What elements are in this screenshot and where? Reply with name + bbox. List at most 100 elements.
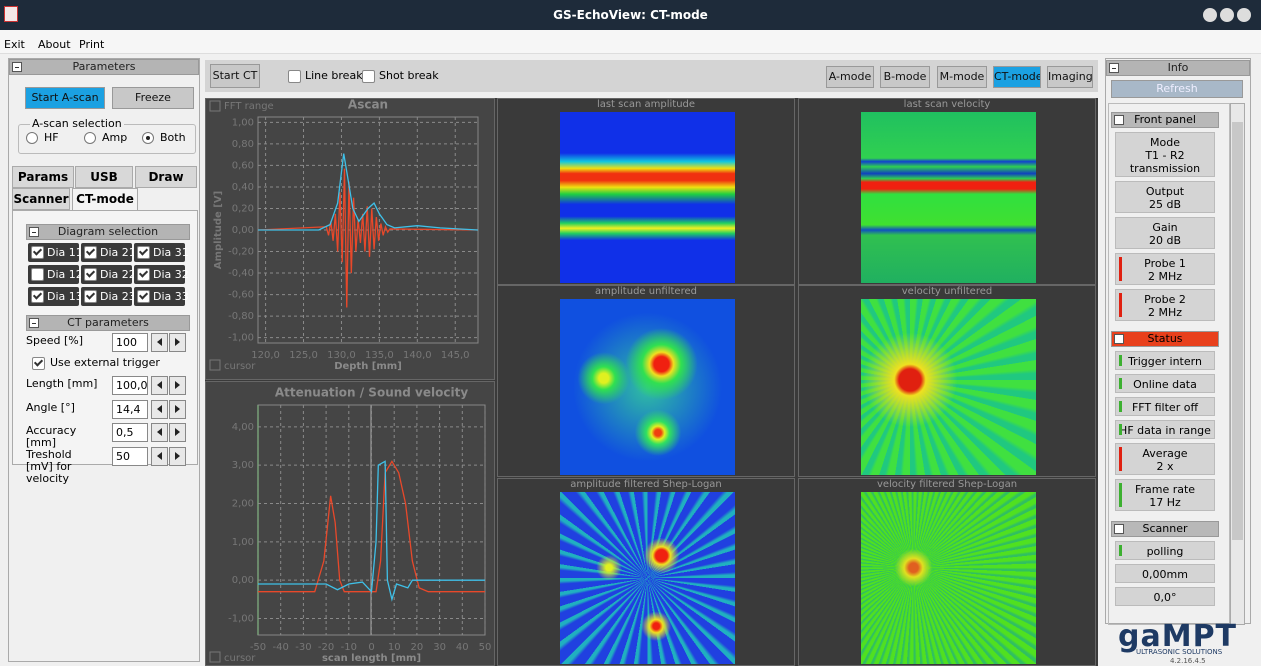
checkbox[interactable] xyxy=(84,246,97,259)
spin-button[interactable] xyxy=(169,376,186,395)
collapse-button[interactable] xyxy=(29,227,39,237)
diagram-label: Dia 11 xyxy=(47,246,83,259)
checkbox[interactable] xyxy=(31,246,44,259)
button[interactable]: Imaging xyxy=(1047,66,1093,88)
status-text: Mode xyxy=(1116,136,1214,149)
radio[interactable] xyxy=(26,132,38,144)
status-text: 0,0° xyxy=(1116,591,1214,604)
info-scroll: Front panel ModeT1 - R2transmission Output… xyxy=(1108,103,1230,625)
status-text: Probe 2 xyxy=(1116,293,1214,306)
checkbox[interactable] xyxy=(137,246,150,259)
checkbox[interactable] xyxy=(137,290,150,303)
radio-label: Both xyxy=(160,131,186,144)
tab[interactable]: Draw xyxy=(135,166,197,188)
checkbox[interactable] xyxy=(84,290,97,303)
spin-button[interactable] xyxy=(169,400,186,419)
tab[interactable]: USB xyxy=(75,166,133,188)
tab[interactable]: Scanner xyxy=(12,188,70,210)
button[interactable]: Start CT xyxy=(210,64,260,88)
spin-button[interactable] xyxy=(151,423,168,442)
checkbox[interactable] xyxy=(288,70,301,83)
minus-sign xyxy=(32,323,36,324)
status-text: 2 x xyxy=(1116,460,1214,473)
spin-button[interactable] xyxy=(151,376,168,395)
button[interactable]: Refresh xyxy=(1111,80,1243,98)
menu-item[interactable]: Exit xyxy=(4,38,25,51)
checkbox[interactable] xyxy=(362,70,375,83)
arrow xyxy=(157,381,162,389)
arrow xyxy=(175,428,180,436)
input[interactable]: 100,0 xyxy=(112,376,148,395)
collapse-button[interactable] xyxy=(1114,334,1124,344)
status-box: Frame rate17 Hz xyxy=(1115,479,1215,511)
image-title: velocity unfiltered xyxy=(798,286,1096,297)
status-text: transmission xyxy=(1116,162,1214,175)
logo-version: 4.2.16.4.5 xyxy=(1170,657,1206,665)
spin-button[interactable] xyxy=(169,333,186,352)
radio[interactable] xyxy=(142,132,154,144)
logo-tagline: ULTRASONIC SOLUTIONS xyxy=(1136,648,1222,656)
indicator xyxy=(1119,447,1122,471)
checkbox[interactable] xyxy=(31,290,44,303)
spin-button[interactable] xyxy=(151,447,168,466)
collapse-button[interactable] xyxy=(29,318,39,328)
status-box: HF data in range xyxy=(1115,420,1215,439)
radio-label: HF xyxy=(44,131,59,144)
checkbox[interactable] xyxy=(84,268,97,281)
menu-item[interactable]: About xyxy=(38,38,71,51)
button[interactable]: Start A-scan xyxy=(25,87,105,109)
collapse-button[interactable] xyxy=(1114,524,1124,534)
ct-image xyxy=(861,299,1036,475)
section-header: Front panel xyxy=(1111,112,1219,128)
status-text: Gain xyxy=(1116,221,1214,234)
image-title: last scan velocity xyxy=(798,99,1096,110)
status-text: 2 MHz xyxy=(1116,270,1214,283)
input[interactable]: 50 xyxy=(112,447,148,466)
spin-button[interactable] xyxy=(169,447,186,466)
collapse-button[interactable] xyxy=(1114,115,1124,125)
status-box: 0,00mm xyxy=(1115,564,1215,583)
collapse-button[interactable] xyxy=(12,62,22,72)
input[interactable]: 0,5 xyxy=(112,423,148,442)
tab[interactable]: CT-mode xyxy=(72,188,138,210)
indicator xyxy=(1119,483,1122,507)
spin-button[interactable] xyxy=(151,333,168,352)
checkbox[interactable] xyxy=(32,357,45,370)
section-header: Parameters xyxy=(9,59,199,75)
checkbox-label: Line break xyxy=(305,69,363,82)
arrow xyxy=(157,452,162,460)
status-text: polling xyxy=(1116,545,1214,558)
menu-item[interactable]: Print xyxy=(79,38,104,51)
ct-image xyxy=(861,112,1036,283)
section-header: Info xyxy=(1106,60,1250,76)
indicator xyxy=(1119,355,1122,366)
input[interactable]: 14,4 xyxy=(112,400,148,419)
checkbox[interactable] xyxy=(31,268,44,281)
button[interactable]: M-mode xyxy=(937,66,987,88)
status-text: Output xyxy=(1116,185,1214,198)
arrow xyxy=(175,452,180,460)
button[interactable]: CT-mode xyxy=(993,66,1041,88)
collapse-button[interactable] xyxy=(1109,63,1119,73)
ct-image xyxy=(861,492,1036,664)
check-mark xyxy=(86,268,95,277)
checkbox[interactable] xyxy=(137,268,150,281)
radio[interactable] xyxy=(84,132,96,144)
spin-button[interactable] xyxy=(169,423,186,442)
spin-button[interactable] xyxy=(151,400,168,419)
radio-label: Amp xyxy=(102,131,127,144)
button[interactable]: A-mode xyxy=(826,66,874,88)
field-label: Length [mm] xyxy=(26,378,100,390)
indicator xyxy=(1119,424,1122,435)
tab[interactable]: Params xyxy=(12,166,74,188)
check-mark xyxy=(86,246,95,255)
status-text: 25 dB xyxy=(1116,198,1214,211)
image-title: velocity filtered Shep-Logan xyxy=(798,479,1096,490)
input[interactable]: 100 xyxy=(112,333,148,352)
image-title: amplitude filtered Shep-Logan xyxy=(497,479,795,490)
button[interactable]: Freeze xyxy=(112,87,194,109)
button[interactable]: B-mode xyxy=(880,66,930,88)
